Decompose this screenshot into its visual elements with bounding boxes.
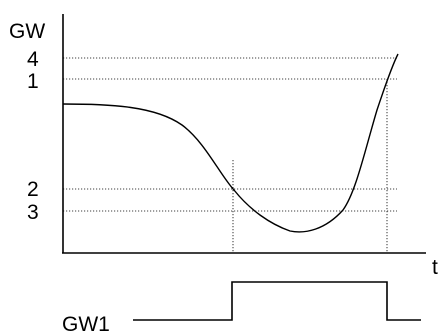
level-label-3: 3: [27, 201, 39, 224]
x-axis-label: t: [432, 256, 438, 279]
y-axis-label: GW: [9, 20, 45, 43]
signal-label: GW1: [62, 313, 110, 331]
gw-curve: [62, 53, 399, 233]
level-label-2: 2: [27, 178, 39, 201]
level-label-4: 4: [27, 48, 39, 71]
level-label-1: 1: [27, 70, 39, 93]
gw1-signal-trace: [133, 281, 421, 321]
